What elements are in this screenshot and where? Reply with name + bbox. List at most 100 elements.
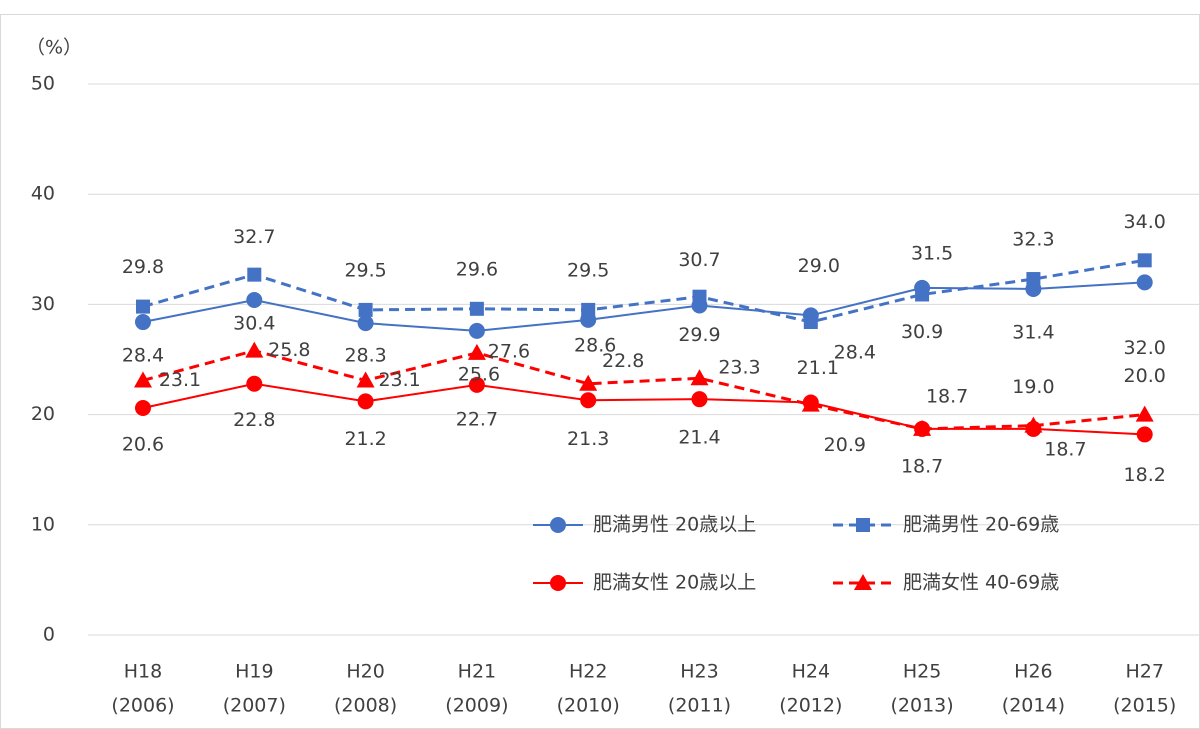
series-line xyxy=(142,258,1145,324)
data-label: 28.3 xyxy=(344,345,386,367)
point xyxy=(136,299,150,314)
data-label: 28.6 xyxy=(574,334,616,356)
x-tick-label: (2013) xyxy=(891,695,954,717)
x-tick-label: (2012) xyxy=(779,695,842,717)
data-label: 32.0 xyxy=(1124,337,1166,359)
x-tick-label: (2015) xyxy=(1113,695,1176,717)
x-tick-label: (2010) xyxy=(557,695,620,717)
data-label: 23.1 xyxy=(159,369,201,391)
data-label: 30.4 xyxy=(233,312,275,334)
data-label: 27.6 xyxy=(488,340,530,362)
data-label: 18.2 xyxy=(1124,464,1166,486)
data-label: 23.3 xyxy=(718,357,760,379)
point xyxy=(246,291,263,308)
point xyxy=(135,314,151,331)
data-label: 22.7 xyxy=(456,408,498,430)
point xyxy=(580,392,597,409)
point xyxy=(468,322,485,339)
x-tick-label: (2009) xyxy=(445,695,508,717)
x-tick-label: (2008) xyxy=(334,695,397,717)
x-tick-label: H23 xyxy=(680,661,718,683)
point xyxy=(469,301,484,316)
point xyxy=(691,391,708,408)
point xyxy=(579,374,598,391)
legend-label: 肥満女性 40-69歳 xyxy=(903,572,1059,594)
point xyxy=(854,574,872,590)
data-label: 18.7 xyxy=(1044,438,1086,460)
point xyxy=(356,371,375,388)
point xyxy=(246,375,263,392)
point xyxy=(357,315,374,332)
point xyxy=(803,315,818,330)
y-tick-label: 0 xyxy=(43,624,55,646)
data-label: 28.4 xyxy=(834,342,876,364)
data-label: 19.0 xyxy=(1012,376,1054,398)
x-tick-label: H19 xyxy=(235,661,273,683)
x-tick-label: H18 xyxy=(124,661,162,683)
point xyxy=(247,267,262,282)
y-tick-label: 10 xyxy=(31,513,55,535)
data-label: 31.5 xyxy=(911,242,953,264)
point xyxy=(913,419,932,436)
point xyxy=(1024,416,1043,433)
point xyxy=(135,399,151,416)
data-label: 22.8 xyxy=(602,350,644,372)
x-tick-label: (2006) xyxy=(111,695,174,717)
point xyxy=(245,341,264,358)
data-label: 29.9 xyxy=(678,324,720,346)
x-tick-label: (2011) xyxy=(668,695,731,717)
point xyxy=(1136,426,1153,443)
data-label: 30.9 xyxy=(901,321,943,343)
point xyxy=(357,393,374,410)
data-label: 23.1 xyxy=(378,369,420,391)
data-label: 22.8 xyxy=(233,409,275,431)
data-label: 21.1 xyxy=(797,357,839,379)
y-tick-label: 40 xyxy=(31,183,55,205)
data-label: 31.4 xyxy=(1012,321,1054,343)
data-label: 29.6 xyxy=(456,258,498,280)
point xyxy=(468,376,485,393)
data-label: 20.9 xyxy=(824,434,866,456)
x-tick-label: H26 xyxy=(1014,661,1052,683)
x-tick-label: H21 xyxy=(458,661,496,683)
point xyxy=(134,371,152,388)
point xyxy=(1137,253,1152,268)
point xyxy=(550,517,566,533)
point xyxy=(856,518,870,532)
x-tick-label: H22 xyxy=(569,661,607,683)
point xyxy=(1026,272,1041,287)
x-tick-label: (2014) xyxy=(1002,695,1065,717)
point xyxy=(1136,274,1153,291)
point xyxy=(692,289,707,304)
data-label: 18.7 xyxy=(901,455,943,477)
series-line xyxy=(142,349,1145,431)
data-label: 34.0 xyxy=(1124,211,1166,233)
point xyxy=(550,575,566,591)
series-line xyxy=(142,382,1145,436)
point xyxy=(915,287,930,302)
y-axis-label: （%） xyxy=(26,37,82,59)
data-label: 29.0 xyxy=(798,255,840,277)
data-label: 29.8 xyxy=(122,256,164,278)
data-label: 20.0 xyxy=(1124,365,1166,387)
legend-label: 肥満男性 20歳以上 xyxy=(593,514,756,536)
data-label: 21.4 xyxy=(678,427,720,449)
legend-label: 肥満女性 20歳以上 xyxy=(593,572,756,594)
data-label: 21.3 xyxy=(567,428,609,450)
y-tick-label: 20 xyxy=(31,403,55,425)
point xyxy=(801,395,820,412)
data-label: 29.5 xyxy=(567,259,609,281)
x-tick-label: H20 xyxy=(346,661,384,683)
data-label: 18.7 xyxy=(926,385,968,407)
data-label: 29.5 xyxy=(344,259,386,281)
y-tick-label: 50 xyxy=(31,73,55,95)
y-tick-label: 30 xyxy=(31,293,55,315)
data-label: 25.6 xyxy=(458,363,500,385)
data-label: 20.6 xyxy=(122,433,164,455)
point xyxy=(581,302,596,317)
series-line xyxy=(142,281,1145,332)
data-label: 32.7 xyxy=(233,226,275,248)
x-tick-label: H25 xyxy=(903,661,941,683)
point xyxy=(690,369,709,386)
